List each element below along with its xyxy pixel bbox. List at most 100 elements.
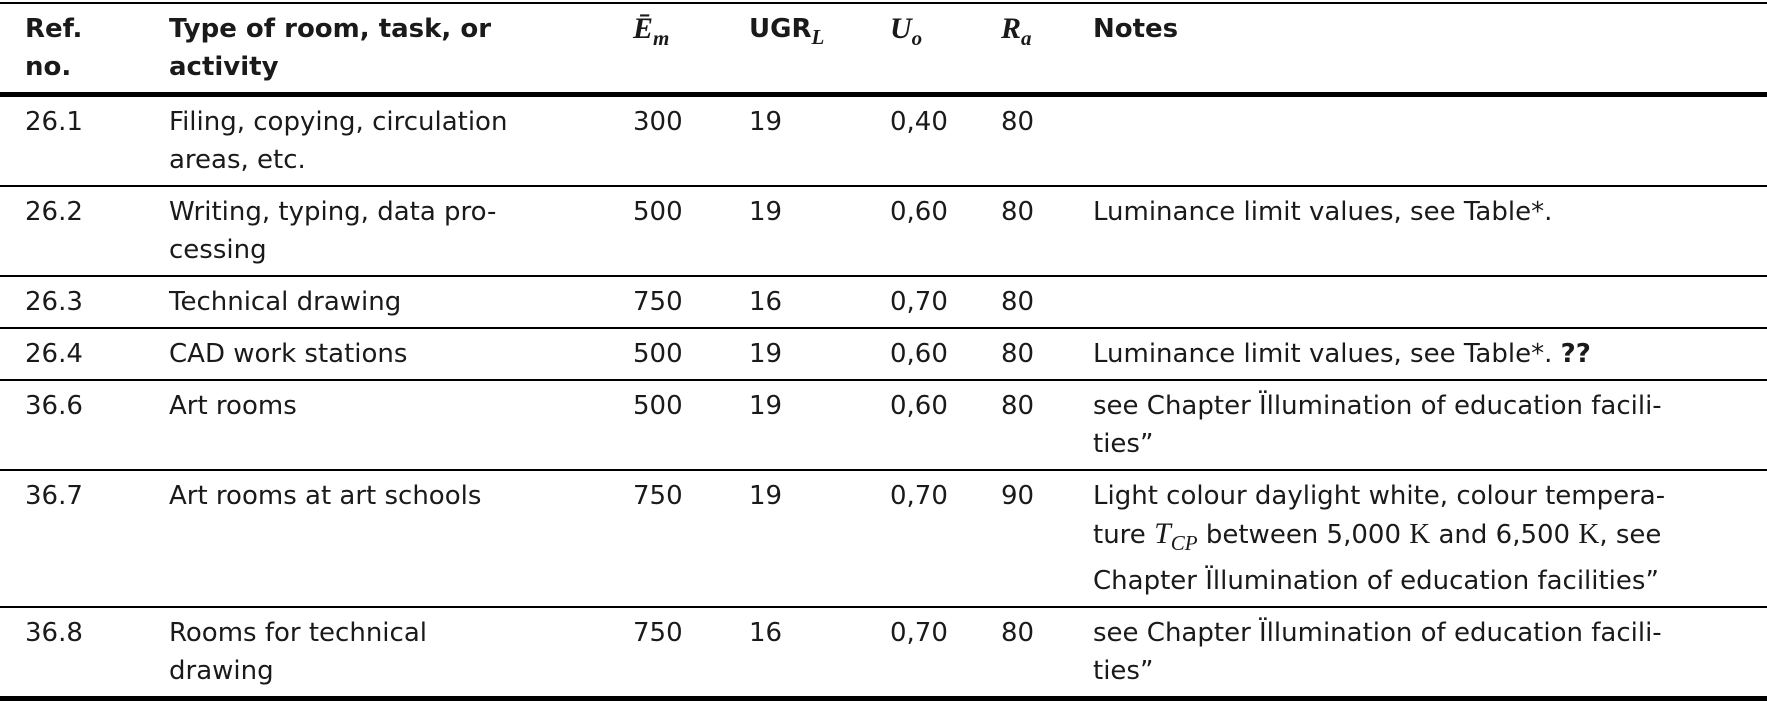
cell-line: 26.2 xyxy=(25,197,83,227)
table-cell: Rooms for technical drawing xyxy=(169,606,633,699)
table-cell: 36.6 xyxy=(0,379,169,470)
cell-line: 500 xyxy=(633,197,683,227)
table-cell: 80 xyxy=(1001,327,1093,380)
table-cell: 80 xyxy=(1001,606,1093,699)
cell-line: 36.7 xyxy=(25,481,83,511)
header-cell: UGRL xyxy=(749,3,890,97)
cell-line: CAD work stations xyxy=(169,339,408,369)
table-cell: 750 xyxy=(633,275,749,328)
cell-line: areas, etc. xyxy=(169,145,306,175)
table-cell: 0,70 xyxy=(890,275,1001,328)
cell-line: 36.8 xyxy=(25,618,83,648)
cell-line: Filing, copying, circulation xyxy=(169,107,508,137)
table-cell: 80 xyxy=(1001,379,1093,470)
text-segment: ture xyxy=(1093,520,1155,550)
table-cell: 16 xyxy=(749,275,890,328)
cell-line: ties” xyxy=(1093,656,1154,686)
text-segment: Luminance limit values, see Table*. xyxy=(1093,339,1561,369)
cell-line: ture TCP between 5,000 K and 6,500 K, se… xyxy=(1093,515,1767,562)
header-cell: Ēm xyxy=(633,3,749,97)
math-symbol: L xyxy=(811,25,825,49)
table-cell: 0,60 xyxy=(890,379,1001,470)
table-cell: 0,70 xyxy=(890,606,1001,699)
cell-line: 36.6 xyxy=(25,391,83,421)
cell-line: 0,70 xyxy=(890,618,948,648)
cell-line: 750 xyxy=(633,618,683,648)
table-cell: 80 xyxy=(1001,275,1093,328)
table-cell: 90 xyxy=(1001,469,1093,607)
cell-line: 80 xyxy=(1001,107,1035,137)
table-cell: Luminance limit values, see Table*. xyxy=(1093,185,1767,276)
text-segment: K xyxy=(1409,518,1431,550)
text-segment: and 6,500 xyxy=(1430,520,1579,550)
cell-line: Notes xyxy=(1093,14,1179,44)
cell-line: cessing xyxy=(169,235,267,265)
table-cell xyxy=(1093,95,1767,187)
table-cell xyxy=(1093,275,1767,328)
cell-line: 16 xyxy=(749,287,783,317)
cell-line: Uo xyxy=(890,10,1001,57)
table-cell: 500 xyxy=(633,327,749,380)
table-cell: Writing, typing, data pro-cessing xyxy=(169,185,633,276)
cell-line: Art rooms xyxy=(169,391,297,421)
cell-line: UGRL xyxy=(749,10,890,56)
table-cell: 36.8 xyxy=(0,606,169,699)
math-symbol: m xyxy=(653,26,670,50)
header-cell: Uo xyxy=(890,3,1001,97)
math-symbol: T xyxy=(1154,517,1171,550)
table-cell: Light colour daylight white, colour temp… xyxy=(1093,469,1767,607)
cell-line: 26.1 xyxy=(25,107,83,137)
table-cell: 80 xyxy=(1001,185,1093,276)
table-cell: Art rooms xyxy=(169,379,633,470)
table-cell: 36.7 xyxy=(0,469,169,607)
math-symbol: CP xyxy=(1170,531,1198,555)
table-cell: Filing, copying, circulation areas, etc. xyxy=(169,95,633,187)
cell-line: 80 xyxy=(1001,339,1035,369)
cell-line: 80 xyxy=(1001,618,1035,648)
table-cell: see Chapter Ïllumination of education fa… xyxy=(1093,606,1767,699)
table-cell: 19 xyxy=(749,95,890,187)
text-segment: ?? xyxy=(1560,339,1591,369)
cell-line: 19 xyxy=(749,197,783,227)
table-cell: 19 xyxy=(749,185,890,276)
cell-line: Technical drawing xyxy=(169,287,402,317)
cell-line: Ēm xyxy=(633,10,749,57)
cell-line: 19 xyxy=(749,107,783,137)
cell-line: Ra xyxy=(1001,10,1093,57)
text-segment: between 5,000 xyxy=(1197,520,1410,550)
cell-line: 16 xyxy=(749,618,783,648)
cell-line: 19 xyxy=(749,391,783,421)
cell-line: activity xyxy=(169,52,279,82)
cell-line: ties” xyxy=(1093,429,1154,459)
header-cell: Type of room, task, or activity xyxy=(169,3,633,97)
cell-line: see Chapter Ïllumination of education fa… xyxy=(1093,618,1662,648)
table-cell: 0,70 xyxy=(890,469,1001,607)
table-cell: Art rooms at art schools xyxy=(169,469,633,607)
table-cell: 26.3 xyxy=(0,275,169,328)
cell-line: Writing, typing, data pro- xyxy=(169,197,497,227)
table-cell: see Chapter Ïllumination of education fa… xyxy=(1093,379,1767,470)
table-row: 36.7 Art rooms at art schools 750 19 0,70 90 L… xyxy=(0,469,1767,607)
cell-line: 80 xyxy=(1001,391,1035,421)
cell-line: 500 xyxy=(633,339,683,369)
table-row: 36.6 Art rooms 500 19 0,60 80 see Chapter Ïllu… xyxy=(0,379,1767,470)
cell-line: 26.4 xyxy=(25,339,83,369)
header-row: Ref. no. Type of room, task, or activity Ēm U… xyxy=(0,3,1767,97)
math-symbol: a xyxy=(1021,26,1032,50)
header-cell: Ra xyxy=(1001,3,1093,97)
cell-line: 0,70 xyxy=(890,287,948,317)
table-cell: Technical drawing xyxy=(169,275,633,328)
table-cell: 300 xyxy=(633,95,749,187)
cell-line: Chapter Ïllumination of education facili… xyxy=(1093,566,1659,596)
table-cell: Luminance limit values, see Table*. ?? xyxy=(1093,327,1767,380)
cell-line: 0,40 xyxy=(890,107,948,137)
text-segment: K xyxy=(1578,518,1600,550)
cell-line: see Chapter Ïllumination of education fa… xyxy=(1093,391,1662,421)
cell-line: 19 xyxy=(749,339,783,369)
cell-line: drawing xyxy=(169,656,274,686)
table-cell: 26.1 xyxy=(0,95,169,187)
header-cell: Notes xyxy=(1093,3,1767,97)
table-cell: 19 xyxy=(749,469,890,607)
cell-line: 80 xyxy=(1001,197,1035,227)
